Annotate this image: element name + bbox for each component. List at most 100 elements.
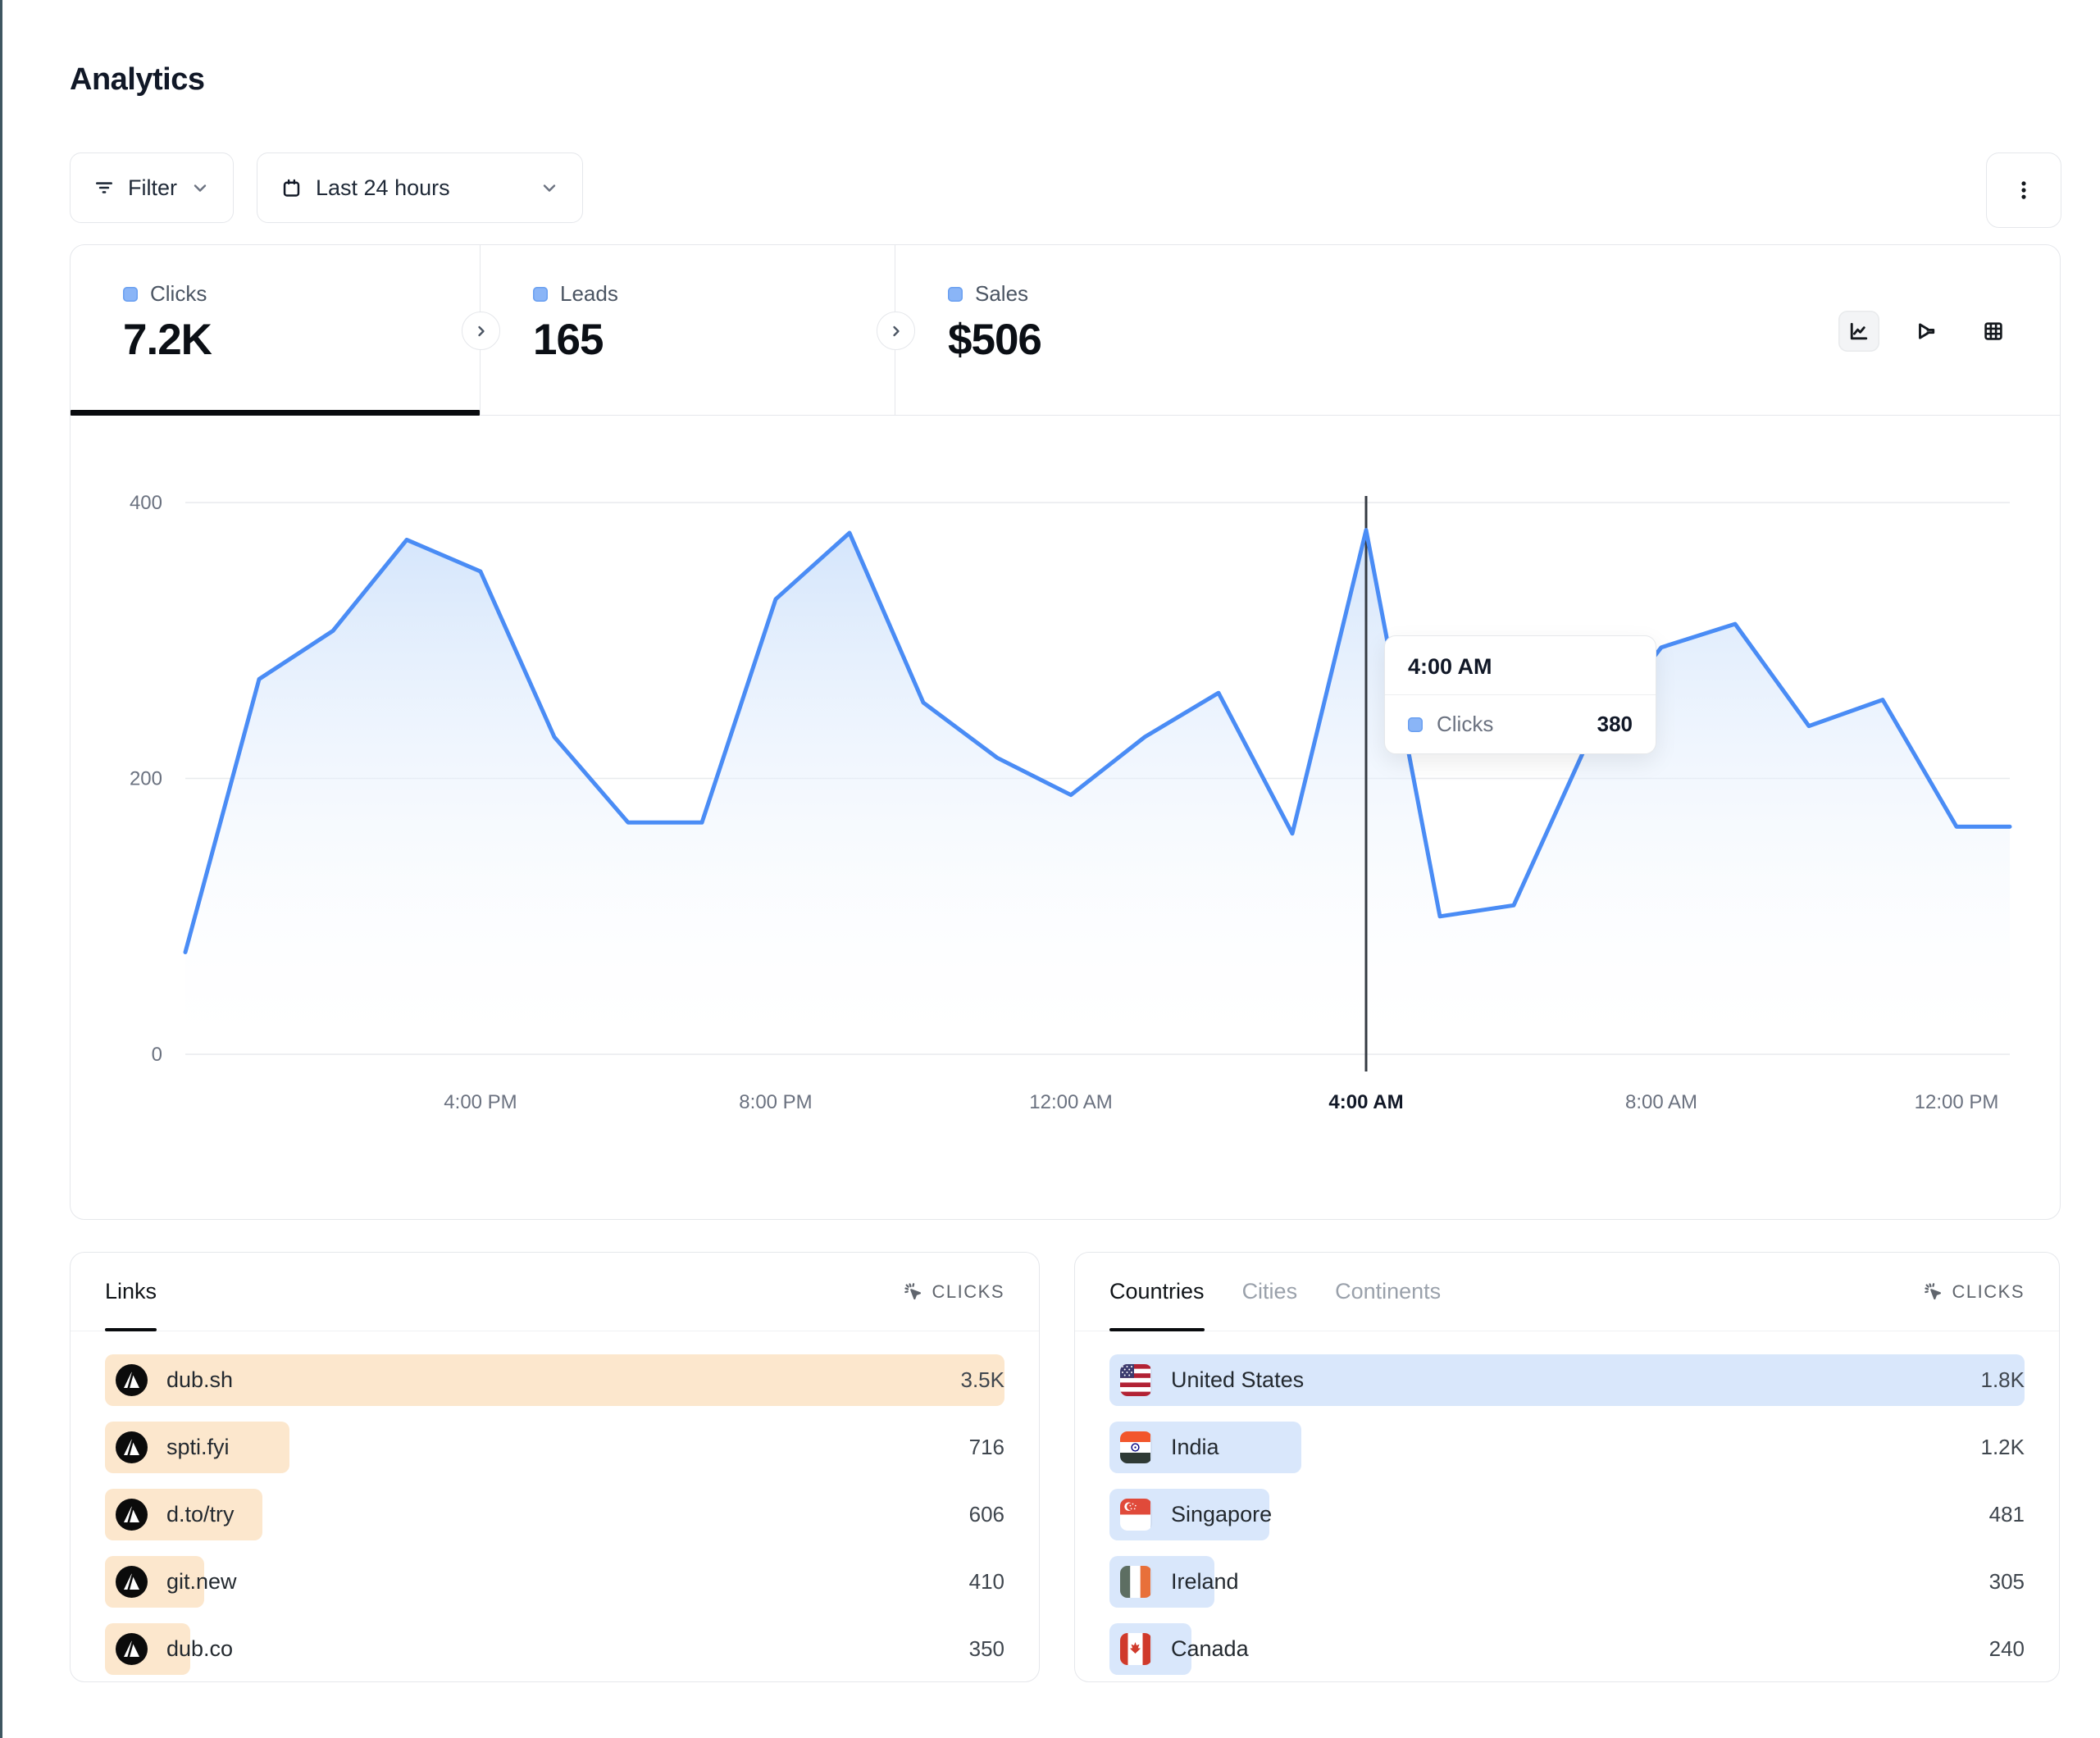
link-label: dub.co [166, 1636, 234, 1661]
countries-metric-selector[interactable]: CLICKS [1922, 1281, 2025, 1303]
stat-value: 165 [533, 316, 604, 364]
link-row[interactable]: dub.co 350 [105, 1623, 1004, 1675]
countries-panel: Countries Cities Continents CLICKS Unite… [1074, 1252, 2060, 1682]
country-row[interactable]: Singapore 481 [1109, 1489, 2025, 1540]
clicks-count: 1.8K [1980, 1367, 2025, 1392]
tab-continents[interactable]: Continents [1335, 1253, 1441, 1331]
funnel-view-button[interactable] [1906, 311, 1947, 352]
clicks-line [183, 528, 2012, 954]
x-axis-tick-label: 8:00 AM [1625, 1091, 1697, 1113]
clicks-count: 350 [968, 1636, 1004, 1661]
links-metric-selector[interactable]: CLICKS [902, 1281, 1004, 1303]
y-axis-tick-label: 200 [130, 768, 162, 790]
date-range-label: Last 24 hours [316, 175, 450, 200]
flag-sg-icon [1120, 1499, 1152, 1531]
analytics-card: Clicks 7.2K Leads 165 Sales $506 [70, 244, 2061, 1220]
clicks-count: 606 [968, 1502, 1004, 1526]
more-options-button[interactable] [1986, 152, 2061, 228]
calendar-icon [280, 177, 303, 199]
chevron-right-icon [477, 325, 485, 336]
filter-button[interactable]: Filter [70, 152, 234, 223]
kebab-icon [2012, 179, 2035, 202]
date-range-button[interactable]: Last 24 hours [257, 152, 583, 223]
country-row[interactable]: India 1.2K [1109, 1422, 2025, 1473]
table-view-button[interactable] [1973, 311, 2014, 352]
y-axis-tick-label: 0 [152, 1044, 162, 1066]
chart-type-toggle-group [1838, 311, 2014, 352]
tooltip-time: 4:00 AM [1385, 636, 1656, 695]
stat-label: Sales [975, 281, 1029, 306]
x-axis-tick-label: 8:00 PM [739, 1091, 812, 1113]
stat-tab-sales[interactable]: Sales $506 [895, 245, 2060, 415]
link-row[interactable]: spti.fyi 716 [105, 1422, 1004, 1473]
link-row[interactable]: git.new 410 [105, 1556, 1004, 1608]
country-label: United States [1171, 1367, 1305, 1392]
screen-edge-strip [0, 0, 2, 1738]
link-row[interactable]: d.to/try 606 [105, 1489, 1004, 1540]
value-bar [105, 1354, 1004, 1406]
country-label: Ireland [1171, 1569, 1239, 1594]
tab-label: Links [105, 1279, 157, 1304]
value-bar [1109, 1354, 2025, 1406]
link-row[interactable]: dub.sh 3.5K [105, 1354, 1004, 1406]
tab-links[interactable]: Links [105, 1253, 157, 1331]
filter-icon [93, 177, 115, 198]
tab-cities[interactable]: Cities [1242, 1253, 1298, 1331]
dub-logo-icon [116, 1431, 148, 1463]
links-list: dub.sh 3.5K spti.fyi 716 d.to/try 606 git.new 4… [71, 1331, 1039, 1675]
line-chart-icon [1850, 322, 1868, 340]
tab-label: Countries [1109, 1279, 1205, 1304]
dub-logo-icon [116, 1499, 148, 1531]
expand-clicks-chevron-button[interactable] [462, 312, 500, 350]
x-axis-tick-label: 4:00 PM [444, 1091, 517, 1113]
chart-tooltip: 4:00 AM Clicks 380 [1384, 635, 1656, 754]
stat-tab-clicks[interactable]: Clicks 7.2K [71, 245, 481, 416]
table-grid-icon [1984, 322, 2002, 340]
leads-legend-swatch [533, 286, 548, 302]
clicks-count: 716 [968, 1435, 1004, 1459]
line-chart-view-button[interactable] [1838, 311, 1879, 352]
clicks-count: 240 [1988, 1636, 2025, 1661]
clicks-count: 481 [1988, 1502, 2025, 1526]
dub-logo-icon [116, 1364, 148, 1396]
x-axis-tick-label: 12:00 PM [1915, 1091, 1999, 1113]
clicks-count: 410 [968, 1569, 1004, 1594]
x-axis-tick-label: 4:00 AM [1328, 1091, 1403, 1113]
dub-logo-icon [116, 1364, 148, 1396]
tab-countries[interactable]: Countries [1109, 1253, 1205, 1331]
flag-in-icon [1120, 1431, 1152, 1463]
country-row[interactable]: United States 1.8K [1109, 1354, 2025, 1406]
country-label: Canada [1171, 1636, 1249, 1661]
sales-legend-swatch [948, 286, 963, 302]
flag-ie-icon [1120, 1566, 1152, 1598]
tooltip-legend-swatch [1408, 717, 1423, 732]
stat-label: Clicks [150, 281, 207, 306]
clicks-legend-swatch [123, 286, 138, 302]
chevron-down-icon [190, 178, 210, 198]
clicks-time-series-chart[interactable]: 0 200 400 4:00 PM 8:00 PM 12:00 AM 4:00 AM 8:00… [71, 416, 2060, 1219]
y-axis-tick-label: 400 [130, 492, 162, 514]
stat-value: 7.2K [123, 316, 212, 364]
chevron-right-icon [892, 325, 900, 336]
dub-logo-icon [116, 1566, 148, 1598]
clicks-count: 1.2K [1980, 1435, 2025, 1459]
filter-button-label: Filter [128, 175, 177, 200]
tab-label: Continents [1335, 1279, 1442, 1304]
stats-tabs-row: Clicks 7.2K Leads 165 Sales $506 [71, 245, 2060, 416]
tooltip-value: 380 [1597, 712, 1633, 736]
page-title: Analytics [70, 62, 205, 97]
flag-ca-icon [1120, 1633, 1152, 1665]
link-label: git.new [166, 1569, 237, 1594]
dub-logo-icon [116, 1633, 148, 1665]
stat-label: Leads [560, 281, 618, 306]
toolbar: Filter Last 24 hours [70, 152, 583, 223]
country-row[interactable]: Canada 240 [1109, 1623, 2025, 1675]
stat-tab-leads[interactable]: Leads 165 [481, 245, 895, 415]
link-label: d.to/try [166, 1502, 235, 1526]
expand-leads-chevron-button[interactable] [877, 312, 915, 350]
metric-label: CLICKS [932, 1281, 1004, 1302]
tab-label: Cities [1241, 1279, 1298, 1304]
country-row[interactable]: Ireland 305 [1109, 1556, 2025, 1608]
dub-logo-icon [116, 1431, 148, 1463]
clicks-count: 3.5K [960, 1367, 1005, 1392]
